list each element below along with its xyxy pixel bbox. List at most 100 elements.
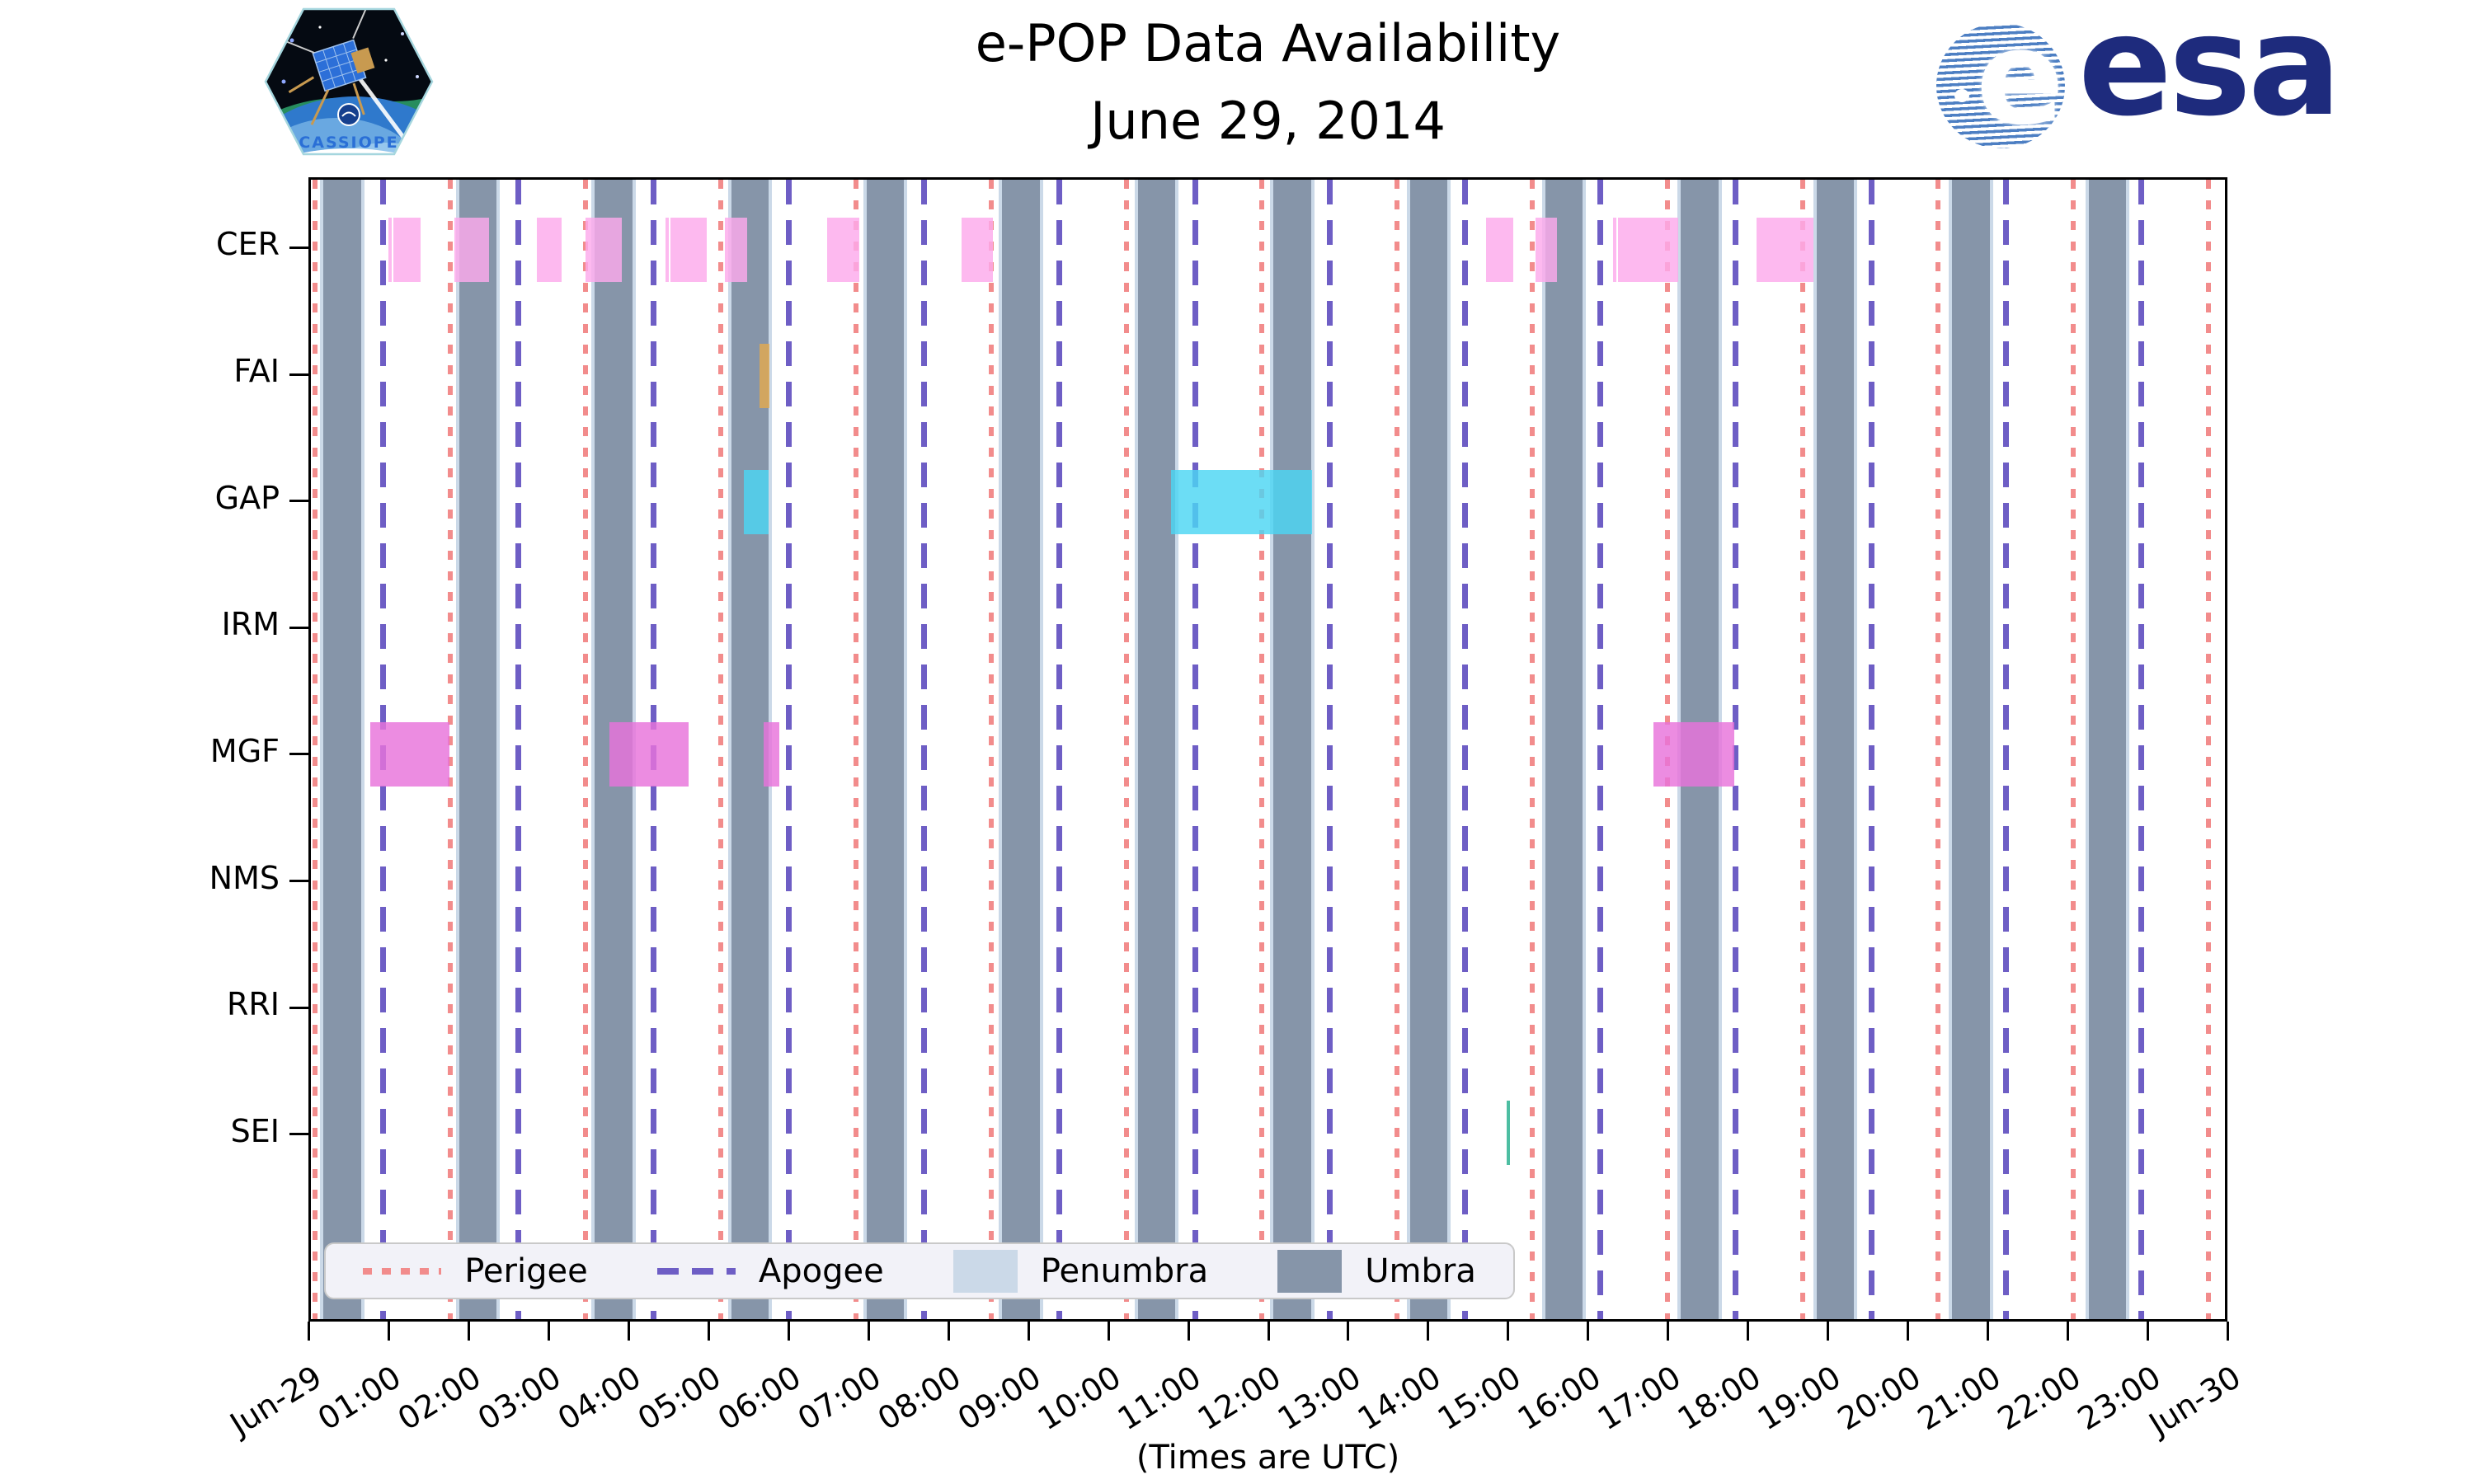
x-tick-mark [1747, 1322, 1750, 1341]
x-tick-mark [1427, 1322, 1430, 1341]
x-tick-mark [2227, 1322, 2229, 1341]
perigee-line-sample-icon [363, 1267, 442, 1275]
legend-label-perigee: Perigee [464, 1252, 588, 1290]
x-tick-label: 19:00 [1751, 1359, 1847, 1438]
cer-data-bar [670, 217, 707, 283]
legend-label-apogee: Apogee [758, 1252, 884, 1290]
x-tick-mark [707, 1322, 710, 1341]
x-tick-mark [867, 1322, 870, 1341]
patch-beam [357, 77, 410, 144]
cer-data-bar [724, 217, 747, 283]
x-tick-mark [1027, 1322, 1030, 1341]
esa-wordmark: esa [2078, 0, 2341, 147]
x-tick-label: 13:00 [1271, 1359, 1367, 1438]
x-tick-mark [2147, 1322, 2150, 1341]
y-tick-mark [289, 373, 308, 376]
umbra-band [1542, 180, 1587, 1319]
x-tick-label: 16:00 [1511, 1359, 1607, 1438]
x-tick-label: 05:00 [631, 1359, 728, 1438]
mgf-data-bar [1653, 721, 1735, 787]
umbra-band [1270, 180, 1315, 1319]
perigee-line [1124, 180, 1130, 1319]
fai-data-bar [759, 343, 770, 409]
umbra-band [1949, 180, 1993, 1319]
x-tick-label: 09:00 [951, 1359, 1047, 1438]
y-tick-label-fai: FAI [233, 353, 280, 389]
cer-data-bar [666, 217, 670, 283]
apogee-line [1868, 180, 1874, 1319]
x-tick-mark [1987, 1322, 1990, 1341]
chart-title: e-POP Data Availability June 29, 2014 [308, 5, 2227, 160]
sei-data-bar [1506, 1100, 1511, 1166]
apogee-line [1597, 180, 1603, 1319]
y-tick-mark [289, 1133, 308, 1136]
perigee-line [1800, 180, 1806, 1319]
esa-globe-dot [1954, 89, 1969, 102]
x-tick-mark [1507, 1322, 1510, 1341]
cer-data-bar [536, 217, 562, 283]
x-tick-mark [787, 1322, 790, 1341]
x-tick-label: 11:00 [1111, 1359, 1207, 1438]
cer-data-bar [962, 217, 993, 283]
legend-item-perigee: Perigee [363, 1252, 588, 1290]
umbra-band [1134, 180, 1179, 1319]
x-tick-mark [1187, 1322, 1190, 1341]
y-tick-label-nms: NMS [209, 859, 280, 896]
x-tick-label: 08:00 [871, 1359, 967, 1438]
legend-label-umbra: Umbra [1365, 1252, 1476, 1290]
x-tick-mark [1667, 1322, 1670, 1341]
apogee-line [515, 180, 522, 1319]
x-tick-mark [947, 1322, 950, 1341]
apogee-line-sample-icon [656, 1267, 736, 1275]
apogee-line [920, 180, 927, 1319]
x-tick-mark [1347, 1322, 1350, 1341]
perigee-line [718, 180, 724, 1319]
x-tick-mark [2067, 1322, 2070, 1341]
apogee-line [2003, 180, 2010, 1319]
y-tick-mark [289, 1006, 308, 1009]
chart-title-line1: e-POP Data Availability [975, 13, 1561, 73]
esa-globe-letter: e [1976, 2, 2065, 154]
x-tick-label: 03:00 [472, 1359, 568, 1438]
perigee-line [2205, 180, 2211, 1319]
x-tick-label: 22:00 [1991, 1359, 2087, 1438]
perigee-line [1529, 180, 1535, 1319]
perigee-line [2071, 180, 2077, 1319]
x-tick-mark [308, 1322, 310, 1341]
gap-data-bar [744, 469, 769, 535]
perigee-line [1395, 180, 1400, 1319]
x-tick-label: 21:00 [1911, 1359, 2007, 1438]
perigee-line [853, 180, 858, 1319]
apogee-line [1192, 180, 1198, 1319]
cer-data-bar [826, 217, 860, 283]
cer-data-bar [1536, 217, 1557, 283]
plot-area: Perigee Apogee Penumbra Umbra [308, 177, 2227, 1322]
mgf-data-bar [764, 721, 779, 787]
penumbra-patch-sample-icon [952, 1249, 1018, 1293]
apogee-line [2138, 180, 2145, 1319]
y-tick-label-irm: IRM [221, 606, 280, 643]
perigee-line [312, 180, 317, 1319]
x-tick-label: Jun-30 [2142, 1359, 2247, 1443]
y-tick-label-cer: CER [216, 226, 280, 263]
apogee-line [1733, 180, 1739, 1319]
x-tick-mark [387, 1322, 390, 1341]
x-tick-label: 17:00 [1591, 1359, 1687, 1438]
umbra-band [1813, 180, 1858, 1319]
legend-item-penumbra: Penumbra [952, 1249, 1208, 1293]
x-tick-mark [1827, 1322, 1830, 1341]
perigee-line [582, 180, 588, 1319]
y-tick-label-rri: RRI [226, 986, 280, 1023]
y-tick-label-sei: SEI [230, 1112, 280, 1149]
umbra-band [2085, 180, 2130, 1319]
patch-crest [337, 103, 360, 126]
cer-data-bar [1757, 217, 1813, 283]
y-tick-mark [289, 753, 308, 756]
esa-globe-icon: e [1936, 13, 2065, 148]
y-tick-mark [289, 246, 308, 249]
umbra-band [455, 180, 501, 1319]
x-tick-label: 01:00 [312, 1359, 408, 1438]
cer-data-bar [1485, 217, 1514, 283]
chart-title-line2: June 29, 2014 [1090, 91, 1446, 151]
x-tick-label: 15:00 [1431, 1359, 1527, 1438]
